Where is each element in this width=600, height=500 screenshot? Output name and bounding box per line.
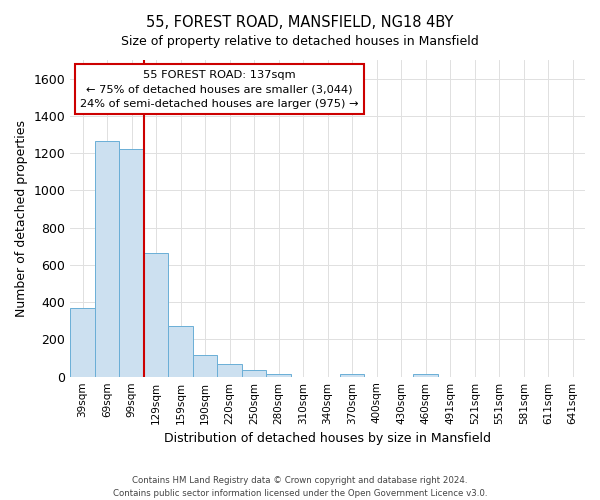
- Bar: [169, 326, 193, 376]
- Bar: [95, 141, 119, 376]
- Bar: [266, 374, 291, 376]
- Text: Size of property relative to detached houses in Mansfield: Size of property relative to detached ho…: [121, 35, 479, 48]
- Text: Contains HM Land Registry data © Crown copyright and database right 2024.
Contai: Contains HM Land Registry data © Crown c…: [113, 476, 487, 498]
- Bar: [119, 150, 144, 376]
- Text: 55, FOREST ROAD, MANSFIELD, NG18 4BY: 55, FOREST ROAD, MANSFIELD, NG18 4BY: [146, 15, 454, 30]
- Y-axis label: Number of detached properties: Number of detached properties: [15, 120, 28, 317]
- Bar: [217, 364, 242, 376]
- Bar: [193, 356, 217, 376]
- Text: 55 FOREST ROAD: 137sqm
← 75% of detached houses are smaller (3,044)
24% of semi-: 55 FOREST ROAD: 137sqm ← 75% of detached…: [80, 70, 359, 109]
- X-axis label: Distribution of detached houses by size in Mansfield: Distribution of detached houses by size …: [164, 432, 491, 445]
- Bar: [413, 374, 438, 376]
- Bar: [242, 370, 266, 376]
- Bar: [144, 253, 169, 376]
- Bar: [340, 374, 364, 376]
- Bar: [70, 308, 95, 376]
